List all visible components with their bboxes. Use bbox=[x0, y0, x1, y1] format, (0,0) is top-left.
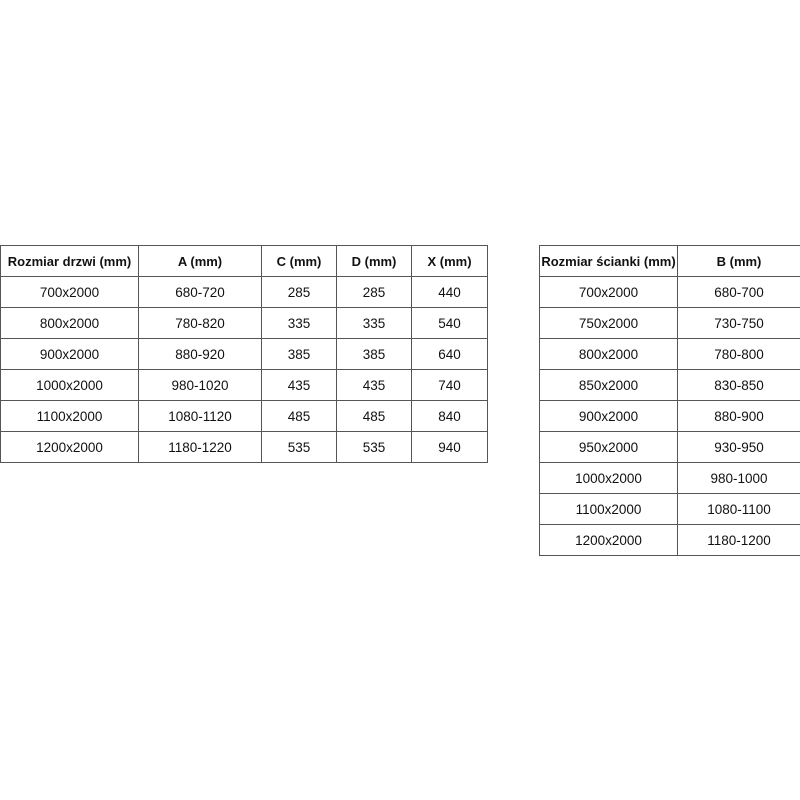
table-cell: 1200x2000 bbox=[0, 431, 139, 463]
table-cell: 1080-1120 bbox=[138, 400, 262, 432]
table-cell: 1200x2000 bbox=[539, 524, 678, 556]
table-cell: 750x2000 bbox=[539, 307, 678, 339]
table-row: 1200x2000 1180-1200 bbox=[539, 524, 800, 556]
table-cell: 440 bbox=[411, 276, 488, 308]
door-size-table: Rozmiar drzwi (mm) A (mm) C (mm) D (mm) X (m… bbox=[0, 245, 488, 463]
table-row: 800x2000 780-800 bbox=[539, 338, 800, 370]
table-cell: 840 bbox=[411, 400, 488, 432]
table-cell: 800x2000 bbox=[539, 338, 678, 370]
table-cell: 880-900 bbox=[677, 400, 800, 432]
table-row: 700x2000 680-720 285 285 440 bbox=[0, 276, 488, 308]
table-row: 1100x2000 1080-1120 485 485 840 bbox=[0, 400, 488, 432]
table-cell: 1000x2000 bbox=[0, 369, 139, 401]
table-row: 1200x2000 1180-1220 535 535 940 bbox=[0, 431, 488, 463]
table-cell: 1000x2000 bbox=[539, 462, 678, 494]
table-cell: 285 bbox=[336, 276, 412, 308]
table-cell: 385 bbox=[261, 338, 337, 370]
table-cell: 780-800 bbox=[677, 338, 800, 370]
table-row: 1100x2000 1080-1100 bbox=[539, 493, 800, 525]
table-row: 900x2000 880-900 bbox=[539, 400, 800, 432]
table-cell: 700x2000 bbox=[539, 276, 678, 308]
table-row: 1000x2000 980-1020 435 435 740 bbox=[0, 369, 488, 401]
table-cell: 980-1020 bbox=[138, 369, 262, 401]
table-cell: 335 bbox=[261, 307, 337, 339]
table-cell: 485 bbox=[336, 400, 412, 432]
table-cell: 640 bbox=[411, 338, 488, 370]
table-cell: 850x2000 bbox=[539, 369, 678, 401]
table-cell: 940 bbox=[411, 431, 488, 463]
table-header-row: Rozmiar ścianki (mm) B (mm) bbox=[539, 245, 800, 277]
table-cell: 680-700 bbox=[677, 276, 800, 308]
table-cell: 1180-1200 bbox=[677, 524, 800, 556]
table-row: 850x2000 830-850 bbox=[539, 369, 800, 401]
column-header: C (mm) bbox=[261, 245, 337, 277]
table-cell: 900x2000 bbox=[0, 338, 139, 370]
table-cell: 830-850 bbox=[677, 369, 800, 401]
table-cell: 435 bbox=[336, 369, 412, 401]
table-cell: 780-820 bbox=[138, 307, 262, 339]
column-header: Rozmiar ścianki (mm) bbox=[539, 245, 678, 277]
table-cell: 335 bbox=[336, 307, 412, 339]
table-cell: 1080-1100 bbox=[677, 493, 800, 525]
table-header-row: Rozmiar drzwi (mm) A (mm) C (mm) D (mm) X (m… bbox=[0, 245, 488, 277]
table-cell: 1180-1220 bbox=[138, 431, 262, 463]
table-cell: 285 bbox=[261, 276, 337, 308]
table-cell: 535 bbox=[336, 431, 412, 463]
table-cell: 540 bbox=[411, 307, 488, 339]
table-cell: 880-920 bbox=[138, 338, 262, 370]
table-cell: 680-720 bbox=[138, 276, 262, 308]
table-cell: 730-750 bbox=[677, 307, 800, 339]
table-cell: 980-1000 bbox=[677, 462, 800, 494]
table-cell: 930-950 bbox=[677, 431, 800, 463]
table-cell: 385 bbox=[336, 338, 412, 370]
column-header: X (mm) bbox=[411, 245, 488, 277]
table-cell: 800x2000 bbox=[0, 307, 139, 339]
table-row: 750x2000 730-750 bbox=[539, 307, 800, 339]
column-header: B (mm) bbox=[677, 245, 800, 277]
table-cell: 900x2000 bbox=[539, 400, 678, 432]
column-header: Rozmiar drzwi (mm) bbox=[0, 245, 139, 277]
table-cell: 1100x2000 bbox=[539, 493, 678, 525]
table-cell: 485 bbox=[261, 400, 337, 432]
column-header: D (mm) bbox=[336, 245, 412, 277]
wall-size-table: Rozmiar ścianki (mm) B (mm) 700x2000 680-7… bbox=[539, 245, 800, 556]
table-cell: 700x2000 bbox=[0, 276, 139, 308]
table-cell: 740 bbox=[411, 369, 488, 401]
table-row: 800x2000 780-820 335 335 540 bbox=[0, 307, 488, 339]
table-row: 950x2000 930-950 bbox=[539, 431, 800, 463]
table-cell: 435 bbox=[261, 369, 337, 401]
column-header: A (mm) bbox=[138, 245, 262, 277]
table-cell: 950x2000 bbox=[539, 431, 678, 463]
table-cell: 1100x2000 bbox=[0, 400, 139, 432]
table-cell: 535 bbox=[261, 431, 337, 463]
table-row: 900x2000 880-920 385 385 640 bbox=[0, 338, 488, 370]
table-row: 1000x2000 980-1000 bbox=[539, 462, 800, 494]
table-row: 700x2000 680-700 bbox=[539, 276, 800, 308]
